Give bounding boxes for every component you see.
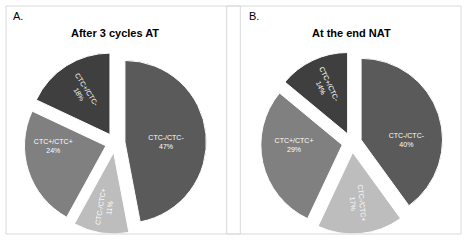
svg-text:CTC+/CTC+24%: CTC+/CTC+24%	[34, 138, 73, 154]
svg-text:CTC+/CTC-18%: CTC+/CTC-18%	[66, 72, 100, 113]
svg-text:After 3 cycles AT: After 3 cycles AT	[71, 27, 159, 39]
svg-text:A.: A.	[13, 10, 23, 22]
svg-text:CTC+/CTC-14%: CTC+/CTC-14%	[310, 66, 341, 107]
svg-text:CTC-/CTC+11%: CTC-/CTC+11%	[94, 188, 116, 227]
svg-text:CTC-/CTC-40%: CTC-/CTC-40%	[389, 132, 425, 148]
svg-text:At the end NAT: At the end NAT	[312, 27, 391, 39]
svg-text:CTC+/CTC+29%: CTC+/CTC+29%	[275, 137, 314, 153]
svg-text:CTC-/CTC-47%: CTC-/CTC-47%	[148, 134, 184, 150]
svg-text:CTC-/CTC+17%: CTC-/CTC+17%	[348, 184, 368, 222]
svg-text:B.: B.	[249, 10, 259, 22]
